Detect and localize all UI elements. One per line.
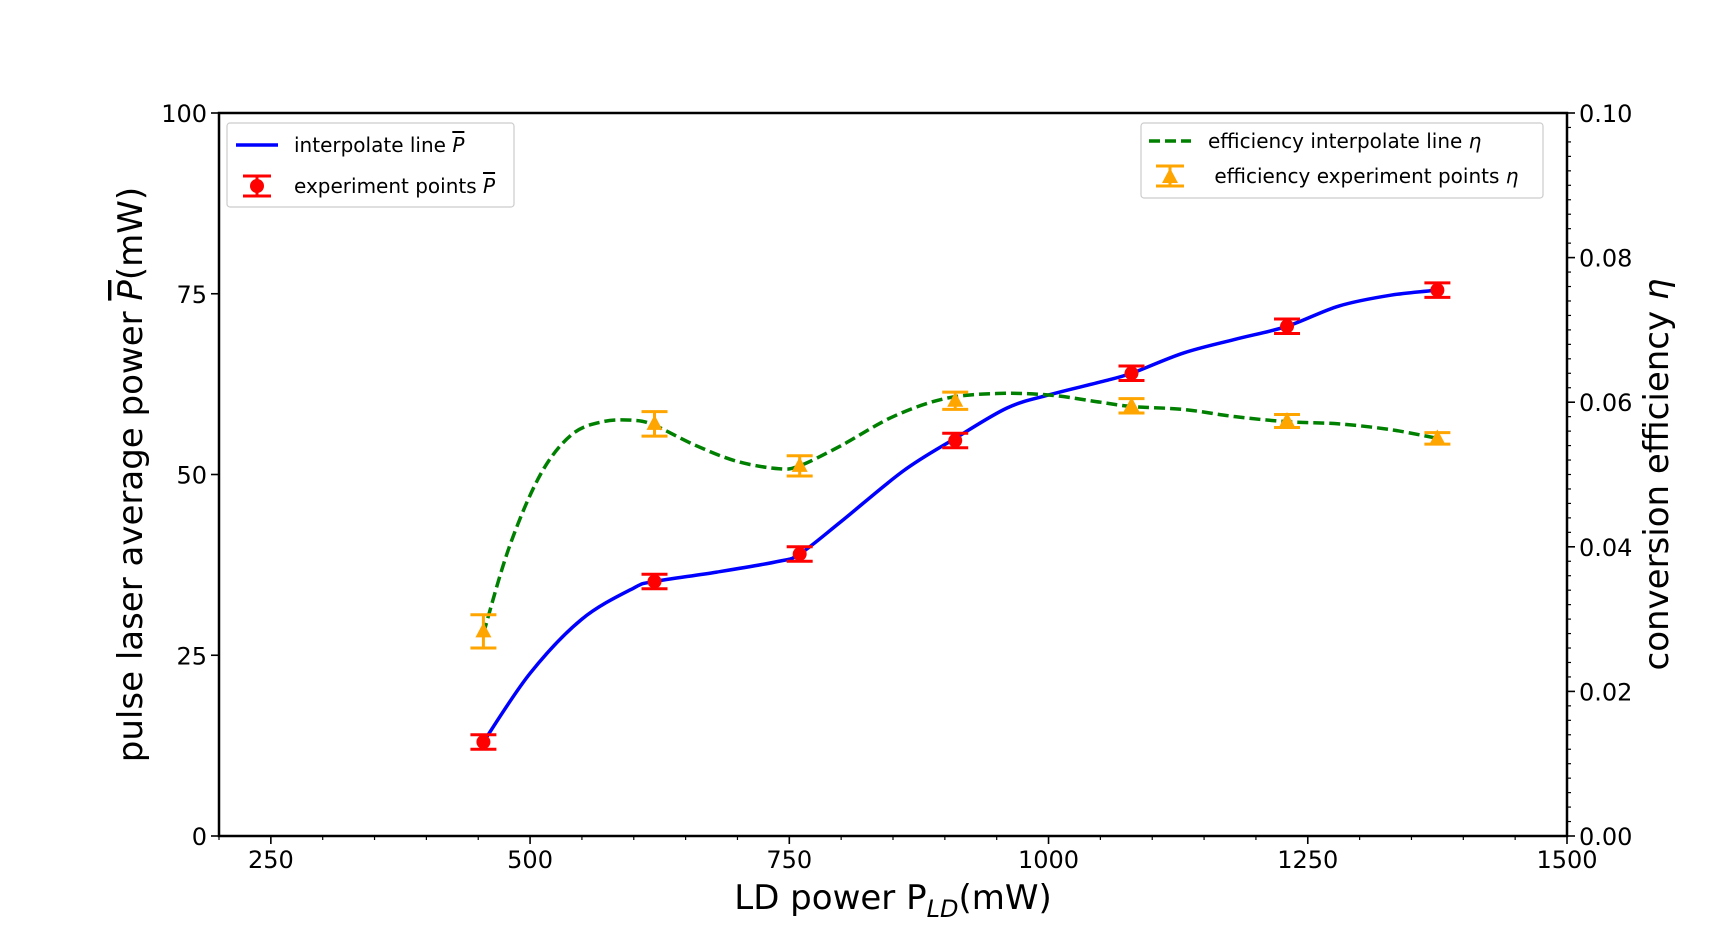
legend-label-efficiency-line: efficiency interpolate line η [1208,129,1482,153]
data-point-3-6 [1424,429,1451,446]
legend-swatch-experiment-points [243,174,271,198]
y-axis-left-title: pulse laser average power P(mW) [111,187,151,762]
series-line-2 [481,391,1438,635]
y-right-tick-label: 0.04 [1579,534,1632,562]
data-point-3-0 [470,613,497,650]
x-tick-label: 500 [507,846,553,874]
x-axis-title: LD power PLD(mW) [734,878,1051,923]
legend-swatch-efficiency-points [1156,164,1184,188]
data-point-3-4 [1118,396,1145,415]
x-tick-label: 1000 [1018,846,1079,874]
data-point-3-5 [1274,411,1301,430]
data-point-1-2 [786,545,813,563]
y-left-tick-label: 100 [161,100,207,128]
data-point-3-3 [942,390,969,411]
legend-left-box [226,122,515,208]
data-point-1-1 [641,572,668,591]
data-point-1-4 [1118,364,1145,383]
legend-right-box [1140,122,1544,199]
legend-label-interpolate-line: interpolate line P [294,133,465,157]
y-right-tick-label: 0.10 [1579,100,1632,128]
y-left-tick-label: 25 [176,642,207,670]
data-point-3-1 [641,410,668,438]
legend-label-experiment-points: experiment points P [294,174,496,198]
y-left-tick-label: 50 [176,462,207,490]
x-tick-label: 750 [766,846,812,874]
data-point-3-2 [786,454,813,478]
legend-label-efficiency-points: efficiency experiment points η [1208,164,1519,188]
data-point-1-3 [942,431,969,450]
y-right-tick-label: 0.00 [1579,823,1632,851]
x-tick-label: 1250 [1277,846,1338,874]
y-left-tick-label: 0 [192,823,207,851]
data-point-1-6 [1424,281,1451,299]
axis-ticks: 250 500 750 1000 1250 1500 0 25 50 75 100 0.00 0.02 0… [161,100,1632,874]
data-point-1-0 [470,733,497,751]
y-axis-right-title: conversion efficiency η [1637,279,1677,671]
y-left-tick-label: 75 [176,281,207,309]
x-tick-label: 1500 [1536,846,1597,874]
data-point-1-5 [1274,317,1301,336]
series-line-0 [481,288,1438,743]
legend-right: efficiency interpolate line η efficiency… [1140,122,1544,199]
y-right-tick-label: 0.06 [1579,389,1632,417]
x-tick-label: 250 [248,846,294,874]
plot-frame [217,111,1569,838]
y-right-tick-label: 0.08 [1579,245,1632,273]
y-right-tick-label: 0.02 [1579,678,1632,706]
legend-left: interpolate line P experiment points P [226,122,515,208]
plot-area [470,281,1451,751]
